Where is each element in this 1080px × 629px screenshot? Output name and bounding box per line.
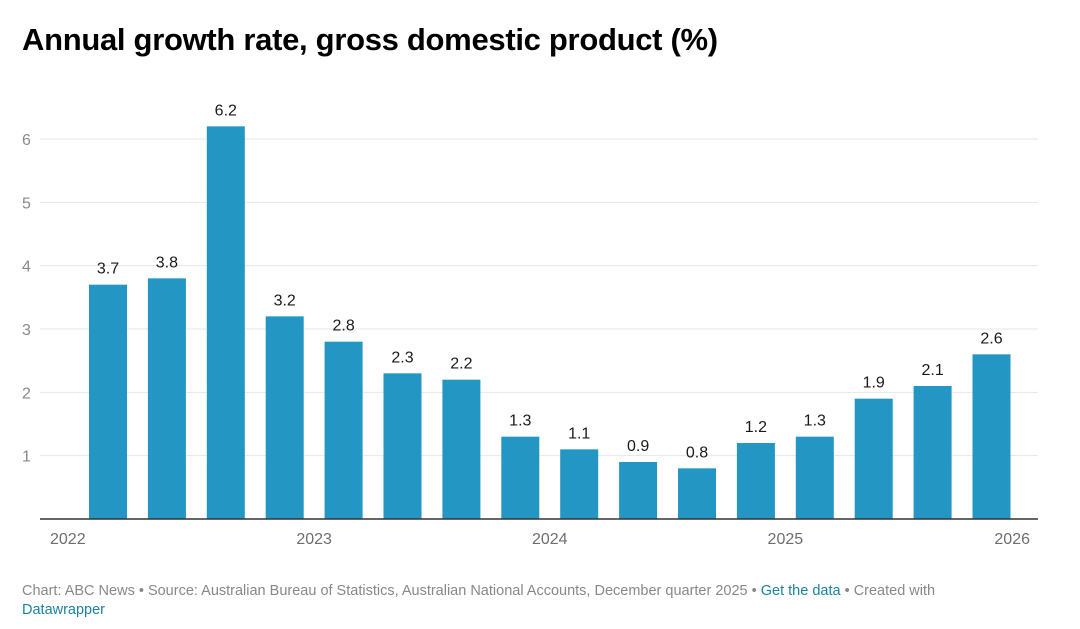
- data-labels: 3.7 3.8 6.2 3.2 2.8 2.3 2.2 1.3 1.1 0.9 0.8 1.2 1.3 1…: [97, 102, 1003, 461]
- bar: [854, 398, 893, 519]
- data-label: 2.6: [980, 330, 1002, 347]
- data-label: 2.1: [921, 362, 943, 379]
- y-tick-label: 1: [22, 449, 31, 466]
- data-label: 1.1: [568, 425, 590, 442]
- data-label: 1.9: [863, 375, 885, 392]
- data-label: 0.9: [627, 438, 649, 455]
- y-tick-label: 3: [22, 322, 31, 339]
- bar: [913, 386, 952, 519]
- bar: [89, 284, 127, 519]
- datawrapper-link[interactable]: Datawrapper: [22, 602, 106, 618]
- data-label: 2.3: [391, 349, 413, 366]
- chart-title: Annual growth rate, gross domestic produ…: [22, 22, 718, 57]
- chart-footer: Chart: ABC News • Source: Australian Bur…: [22, 582, 1062, 620]
- footer-source: Chart: ABC News • Source: Australian Bur…: [22, 583, 761, 599]
- footer-created-with: • Created with: [840, 583, 936, 599]
- bar: [147, 278, 186, 519]
- bar: [560, 449, 599, 519]
- data-label: 3.8: [156, 254, 178, 271]
- bar: [324, 341, 363, 519]
- x-tick-label: 2026: [994, 531, 1030, 548]
- x-tick-label: 2022: [50, 531, 86, 548]
- data-label: 3.7: [97, 261, 119, 278]
- data-label: 2.2: [450, 356, 472, 373]
- x-tick-label: 2024: [532, 531, 568, 548]
- x-tick-label: 2025: [768, 531, 804, 548]
- x-axis-ticks: 2022 2023 2024 2025 2026: [50, 531, 1030, 548]
- x-tick-label: 2023: [296, 531, 332, 548]
- y-axis-ticks: 1 2 3 4 5 6: [22, 132, 31, 466]
- bar: [972, 354, 1011, 519]
- data-label: 3.2: [274, 292, 296, 309]
- y-tick-label: 6: [22, 132, 31, 149]
- bar: [265, 316, 304, 519]
- y-tick-label: 2: [22, 385, 31, 402]
- bars: [89, 126, 1011, 519]
- data-label: 1.3: [804, 413, 826, 430]
- y-tick-label: 4: [22, 259, 31, 276]
- bar: [383, 373, 422, 519]
- data-label: 1.3: [509, 413, 531, 430]
- y-tick-label: 5: [22, 195, 31, 212]
- bar: [736, 443, 775, 519]
- data-label: 0.8: [686, 444, 708, 461]
- data-label: 1.2: [745, 419, 767, 436]
- data-label: 2.8: [332, 318, 354, 335]
- get-the-data-link[interactable]: Get the data: [760, 583, 841, 599]
- bar: [619, 462, 658, 519]
- bar: [501, 436, 540, 519]
- bar: [678, 468, 716, 519]
- gridlines: [40, 138, 1038, 457]
- bar: [206, 126, 245, 519]
- bar: [442, 379, 481, 519]
- bar: [795, 436, 834, 519]
- data-label: 6.2: [215, 102, 237, 119]
